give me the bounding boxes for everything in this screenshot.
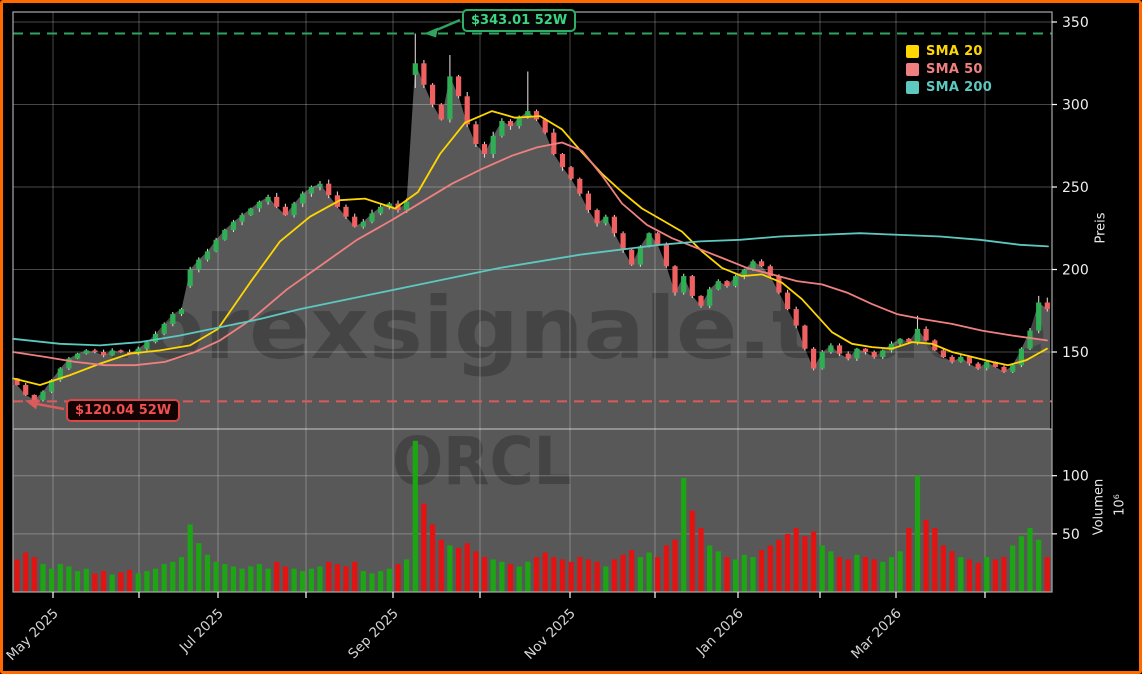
volume-bars-layer: [14, 440, 1050, 592]
chart-legend: SMA 20 SMA 50 SMA 200: [906, 44, 992, 98]
low-arrow: [25, 399, 65, 411]
price-area-fill: [13, 63, 1050, 430]
sma20-line: [12, 110, 1048, 386]
volume-panel-bg: [13, 429, 1052, 592]
price-tick-label: 300: [1062, 98, 1089, 114]
legend-swatch: [906, 81, 919, 94]
legend-item-sma-200: SMA 200: [906, 80, 992, 95]
candles-layer: [14, 33, 1050, 402]
symbol-watermark: ORCL: [392, 423, 572, 500]
volume-tick-label: 100: [1062, 469, 1089, 485]
legend-item-sma-50: SMA 50: [906, 62, 992, 77]
legend-swatch: [906, 63, 919, 76]
x-tick-label: Mar 2026: [848, 606, 905, 663]
price-axis-title: Preis: [1093, 212, 1109, 244]
volume-axis-unit: 10⁶: [1112, 494, 1128, 516]
x-tick-label: Nov 2025: [522, 606, 579, 663]
price-tick-label: 250: [1062, 180, 1089, 196]
legend-label: SMA 200: [926, 80, 993, 95]
price-tick-label: 350: [1062, 15, 1089, 31]
sma200-line: [12, 232, 1049, 347]
high-52w-annotation: $343.01 52W: [462, 9, 577, 32]
high-arrow: [424, 18, 461, 38]
x-tick-label: Jul 2025: [176, 606, 227, 657]
legend-swatch: [906, 45, 919, 58]
legend-label: SMA 50: [926, 62, 983, 77]
volume-tick-label: 50: [1062, 527, 1080, 543]
x-tick-label: Sep 2025: [345, 606, 402, 663]
low-52w-annotation: $120.04 52W: [66, 399, 181, 422]
price-tick-label: 150: [1062, 345, 1089, 361]
price-tick-label: 200: [1062, 263, 1089, 279]
sma50-line: [12, 141, 1048, 367]
site-watermark: forexsignale.trade: [103, 279, 1048, 379]
legend-label: SMA 20: [926, 44, 983, 59]
volume-axis-title: Volumen: [1091, 478, 1107, 536]
x-tick-label: May 2025: [3, 606, 61, 664]
gridlines: [13, 12, 1052, 592]
x-tick-label: Jan 2026: [693, 606, 747, 660]
legend-item-sma-20: SMA 20: [906, 44, 992, 59]
